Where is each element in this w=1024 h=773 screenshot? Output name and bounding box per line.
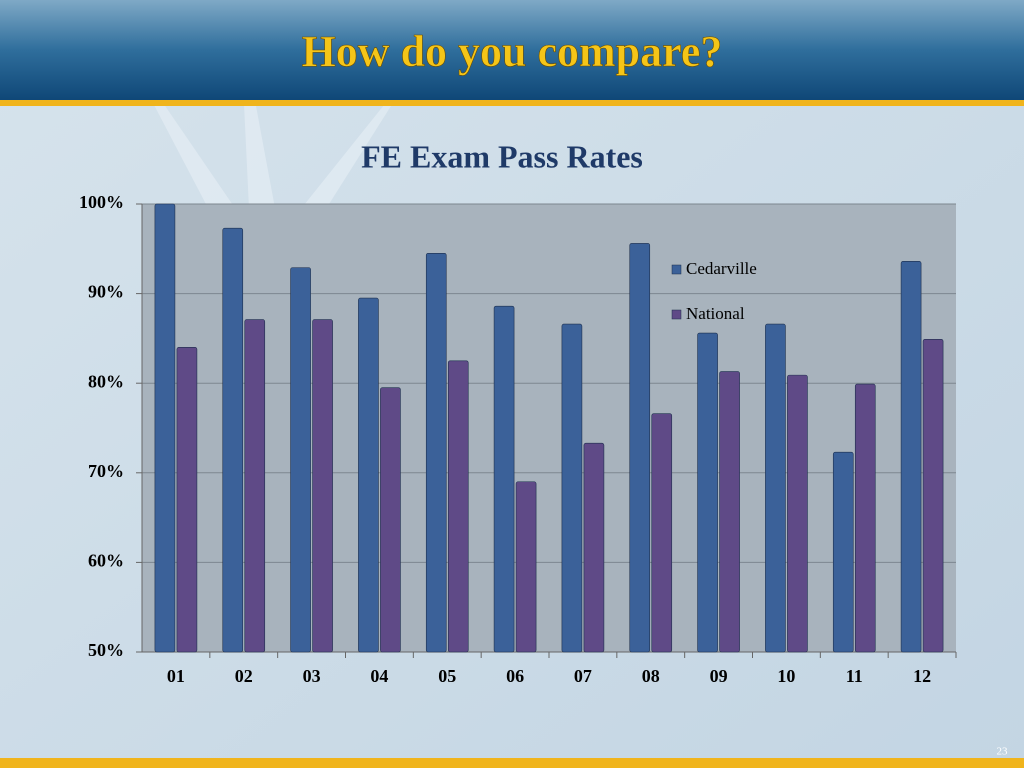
chart-title: FE Exam Pass Rates <box>361 138 643 174</box>
bar <box>358 297 379 653</box>
header-rule <box>0 100 1024 106</box>
bar <box>244 319 266 653</box>
header-bar <box>0 0 1024 100</box>
bar <box>515 481 537 653</box>
bar <box>583 442 605 653</box>
x-tick-label: 03 <box>303 666 321 686</box>
bar <box>290 267 311 653</box>
x-tick-label: 10 <box>777 666 795 686</box>
x-tick-label: 06 <box>506 666 524 686</box>
x-tick-label: 04 <box>370 666 388 686</box>
x-tick-label: 12 <box>913 666 931 686</box>
y-tick-label: 70% <box>88 461 124 481</box>
x-tick-label: 07 <box>574 666 592 686</box>
x-tick-label: 11 <box>846 666 863 686</box>
x-tick-label: 08 <box>642 666 660 686</box>
bar <box>832 451 854 653</box>
bar <box>854 383 876 653</box>
y-tick-label: 100% <box>79 192 124 212</box>
bar <box>176 347 198 653</box>
x-tick-label: 02 <box>235 666 253 686</box>
plot-area <box>142 204 956 652</box>
bar <box>900 261 922 653</box>
slide-title: How do you compare? <box>302 27 723 76</box>
y-tick-label: 90% <box>88 282 124 302</box>
bar <box>380 387 401 653</box>
bar <box>561 323 583 653</box>
legend-label: Cedarville <box>686 259 757 278</box>
bar <box>719 371 740 653</box>
y-tick-label: 80% <box>88 371 124 391</box>
bar <box>765 323 786 653</box>
bar <box>697 332 718 653</box>
x-tick-label: 09 <box>710 666 728 686</box>
bar <box>447 360 469 653</box>
legend-swatch <box>671 309 682 320</box>
bar <box>222 227 244 653</box>
y-tick-label: 60% <box>88 551 124 571</box>
bar <box>922 338 944 653</box>
footer-rule <box>0 758 1024 768</box>
x-tick-label: 05 <box>438 666 456 686</box>
legend-swatch <box>671 264 682 275</box>
bar <box>493 305 515 653</box>
page-number: 23 <box>997 746 1009 758</box>
legend-label: National <box>686 304 745 323</box>
x-tick-label: 01 <box>167 666 185 686</box>
bar <box>787 374 808 653</box>
bar <box>629 243 651 653</box>
y-tick-label: 50% <box>88 640 124 660</box>
chart: 50% 60% 70% 80% 90% 100% 01 02 03 04 05 06 07 08 09 10 1… <box>79 192 957 686</box>
bar <box>651 413 673 653</box>
bar <box>312 319 333 653</box>
bar <box>425 252 447 653</box>
bar <box>154 203 176 653</box>
